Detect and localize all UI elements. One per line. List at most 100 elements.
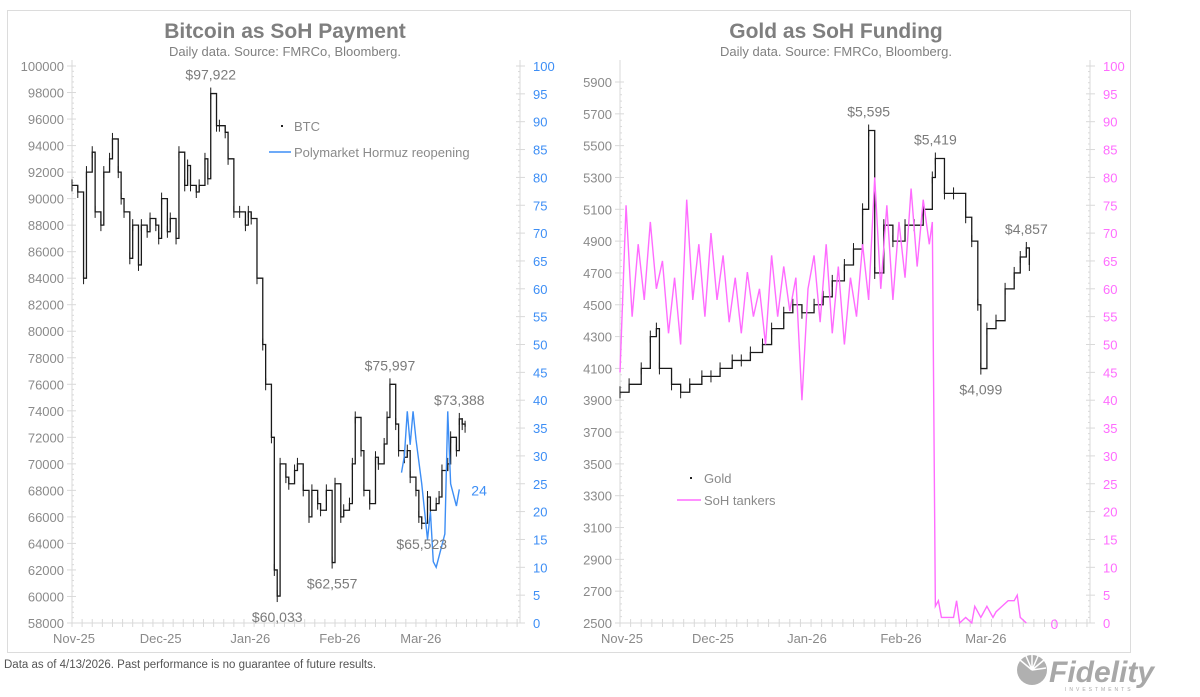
x-tick-label: Mar-26 [400,631,441,646]
data-label: $5,595 [847,104,890,120]
y-tick-label-right: 30 [1103,449,1117,464]
data-label: $5,419 [914,132,957,148]
y-tick-label-left: 90000 [28,192,64,207]
y-tick-label-right: 35 [533,421,547,436]
y-tick-label-right: 75 [1103,198,1117,213]
legend-label-polymarket: Polymarket Hormuz reopening [294,145,470,160]
y-tick-label-left: 88000 [28,218,64,233]
chart-subtitle: Daily data. Source: FMRCo, Bloomberg. [720,44,952,59]
data-label: $97,922 [185,67,236,83]
x-tick-label: Nov-25 [601,631,643,646]
data-label: $60,033 [252,609,303,625]
x-tick-label: Feb-26 [880,631,921,646]
y-tick-label-left: 5700 [583,107,612,122]
fidelity-logo: Fidelity INVESTMENTS [1017,655,1155,693]
y-tick-label-right: 50 [533,338,547,353]
data-label: 0 [1050,616,1058,632]
x-tick-label: Mar-26 [965,631,1006,646]
y-tick-label-left: 3500 [583,457,612,472]
y-tick-label-right: 100 [1103,59,1125,74]
y-tick-label-right: 25 [533,477,547,492]
axes: 58000 60000 62000 64000 66000 68000 70000 72000… [21,59,555,646]
y-tick-label-right: 80 [1103,170,1117,185]
y-tick-label-right: 70 [1103,226,1117,241]
y-tick-label-right: 60 [1103,282,1117,297]
y-tick-label-right: 20 [533,505,547,520]
legend: BTC Polymarket Hormuz reopening [269,119,470,160]
logo-wordmark: Fidelity [1049,656,1155,689]
y-tick-label-right: 55 [1103,310,1117,325]
data-label: $4,099 [959,382,1002,398]
footer-note: Data as of 4/13/2026. Past performance i… [4,659,376,671]
y-tick-label-left: 4100 [583,361,612,376]
chart-title: Bitcoin as SoH Payment [164,20,406,43]
y-tick-label-right: 50 [1103,338,1117,353]
legend-marker-btc [281,125,283,127]
y-tick-label-right: 55 [533,310,547,325]
y-tick-label-left: 94000 [28,139,64,154]
y-tick-label-right: 40 [1103,393,1117,408]
y-tick-label-left: 4500 [583,298,612,313]
data-label: $65,523 [396,536,447,552]
y-tick-label-left: 74000 [28,404,64,419]
chart-subtitle: Daily data. Source: FMRCo, Bloomberg. [169,44,401,59]
y-tick-label-left: 72000 [28,430,64,445]
data-label: $75,997 [365,357,416,373]
x-tick-label: Dec-25 [692,631,734,646]
y-tick-label-right: 85 [1103,143,1117,158]
y-tick-label-left: 5500 [583,139,612,154]
legend-marker-gold [690,477,692,479]
y-tick-label-left: 62000 [28,563,64,578]
y-tick-label-right: 15 [533,532,547,547]
y-tick-label-right: 65 [533,254,547,269]
y-tick-label-left: 80000 [28,324,64,339]
y-tick-label-right: 15 [1103,532,1117,547]
y-tick-label-right: 10 [1103,560,1117,575]
y-tick-label-right: 35 [1103,421,1117,436]
y-tick-label-right: 20 [1103,505,1117,520]
y-tick-label-right: 70 [533,226,547,241]
y-tick-label-right: 45 [1103,365,1117,380]
series-line-gold [620,129,1030,393]
legend-label-gold: Gold [704,471,731,486]
y-tick-label-right: 40 [533,393,547,408]
y-tick-label-left: 66000 [28,510,64,525]
y-tick-label-left: 92000 [28,165,64,180]
y-tick-label-right: 25 [1103,477,1117,492]
y-tick-label-right: 60 [533,282,547,297]
y-tick-label-right: 5 [533,588,540,603]
y-tick-label-left: 58000 [28,616,64,631]
y-tick-label-right: 45 [533,365,547,380]
y-tick-label-left: 84000 [28,271,64,286]
y-tick-label-left: 60000 [28,589,64,604]
y-tick-label-left: 78000 [28,351,64,366]
y-tick-label-left: 3700 [583,425,612,440]
data-label: $4,857 [1005,221,1048,237]
y-tick-label-right: 95 [1103,87,1117,102]
axes: 2500270029003100330035003700390041004300… [583,59,1125,646]
y-tick-label-right: 5 [1103,588,1110,603]
y-tick-label-left: 2900 [583,552,612,567]
chart-title: Gold as SoH Funding [729,20,943,43]
y-tick-label-left: 86000 [28,245,64,260]
series-line-btc [72,92,466,597]
data-label: $73,388 [434,392,485,408]
y-tick-label-left: 5100 [583,202,612,217]
y-tick-label-left: 96000 [28,112,64,127]
y-tick-label-left: 3900 [583,393,612,408]
series-line-polymarket-hormuz-reopening [400,411,460,570]
y-tick-label-right: 0 [533,616,540,631]
series-line-soh-tankers [619,177,1027,625]
x-tick-label: Jan-26 [230,631,270,646]
chart-frame [7,10,1131,653]
y-tick-label-left: 5900 [583,75,612,90]
y-tick-label-left: 4900 [583,234,612,249]
y-tick-label-left: 100000 [21,59,64,74]
y-tick-label-right: 80 [533,170,547,185]
y-tick-label-left: 68000 [28,483,64,498]
x-tick-label: Jan-26 [787,631,827,646]
y-tick-label-right: 85 [533,143,547,158]
y-tick-label-right: 30 [533,449,547,464]
data-label: 24 [471,482,487,498]
